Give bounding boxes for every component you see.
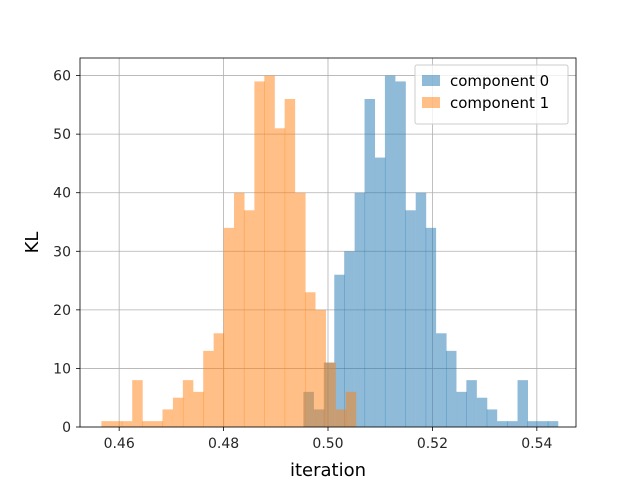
legend-label: component 0 <box>450 72 549 90</box>
y-tick-label: 50 <box>53 127 71 143</box>
legend-swatch <box>422 75 440 86</box>
histogram-bar <box>223 227 235 427</box>
histogram-bar <box>486 409 498 427</box>
series-1-bars <box>101 75 357 428</box>
x-tick-label: 0.46 <box>104 436 135 452</box>
y-axis-ticks: 0 10 20 30 40 50 60 <box>53 69 80 436</box>
y-tick-label: 40 <box>53 186 71 202</box>
histogram-bars <box>101 75 559 428</box>
y-tick-label: 20 <box>53 303 71 319</box>
histogram-bar <box>476 397 488 427</box>
y-axis-label: KL <box>22 232 43 254</box>
x-tick-label: 0.50 <box>312 436 343 452</box>
histogram-bar <box>354 192 366 427</box>
histogram-bar <box>445 350 457 427</box>
x-tick-label: 0.52 <box>417 436 448 452</box>
histogram-bar <box>537 421 549 427</box>
histogram-bar <box>384 75 396 428</box>
legend-label: component 1 <box>450 94 549 112</box>
histogram-bar <box>274 128 286 428</box>
y-tick-label: 10 <box>53 361 71 377</box>
histogram-bar <box>456 391 467 427</box>
histogram-bar <box>436 333 447 427</box>
histogram-bar <box>507 421 518 427</box>
x-tick-label: 0.54 <box>521 436 552 452</box>
histogram-bar <box>243 210 255 427</box>
histogram-bar <box>335 409 347 427</box>
histogram-bar <box>121 421 133 427</box>
histogram-bar <box>517 380 529 427</box>
histogram-bar <box>152 421 164 427</box>
histogram-bar <box>193 391 204 427</box>
legend-box <box>414 64 569 125</box>
histogram-bar <box>142 421 153 427</box>
histogram-bar <box>132 380 143 427</box>
histogram-bar <box>345 391 357 427</box>
histogram-bar <box>213 333 225 427</box>
legend-swatch <box>422 97 440 108</box>
histogram-bar <box>547 421 559 427</box>
x-axis-label: iteration <box>290 460 366 480</box>
histogram-bar <box>334 274 345 427</box>
histogram-bar <box>497 421 508 427</box>
histogram-bar <box>415 192 427 427</box>
histogram-bar <box>315 309 326 427</box>
histogram-bar <box>111 421 123 427</box>
histogram-bar <box>264 75 275 428</box>
histogram-bar <box>295 192 306 427</box>
histogram-bar <box>182 380 194 427</box>
histogram-bar <box>405 210 416 427</box>
histogram-bar <box>425 227 437 427</box>
histogram-bar <box>325 362 336 427</box>
x-axis-ticks: 0.46 0.48 0.50 0.52 0.54 <box>104 427 553 452</box>
x-tick-label: 0.48 <box>208 436 239 452</box>
histogram-bar <box>374 157 386 428</box>
histogram-bar <box>527 421 538 427</box>
histogram-bar <box>254 81 265 427</box>
histogram-bar <box>234 192 245 427</box>
histogram-bar <box>162 409 173 427</box>
histogram-bar <box>364 99 376 427</box>
histogram-bar <box>395 81 406 427</box>
histogram-bar <box>284 99 296 427</box>
legend: component 0 component 1 <box>414 64 569 125</box>
y-tick-label: 30 <box>53 244 71 260</box>
y-tick-label: 60 <box>53 69 71 85</box>
histogram-bar <box>203 350 214 427</box>
histogram-bar <box>466 380 477 427</box>
y-tick-label: 0 <box>62 420 71 436</box>
histogram-bar <box>172 397 184 427</box>
histogram-bar <box>305 292 316 427</box>
histogram-bar <box>101 421 112 427</box>
histogram-bar <box>344 251 355 427</box>
